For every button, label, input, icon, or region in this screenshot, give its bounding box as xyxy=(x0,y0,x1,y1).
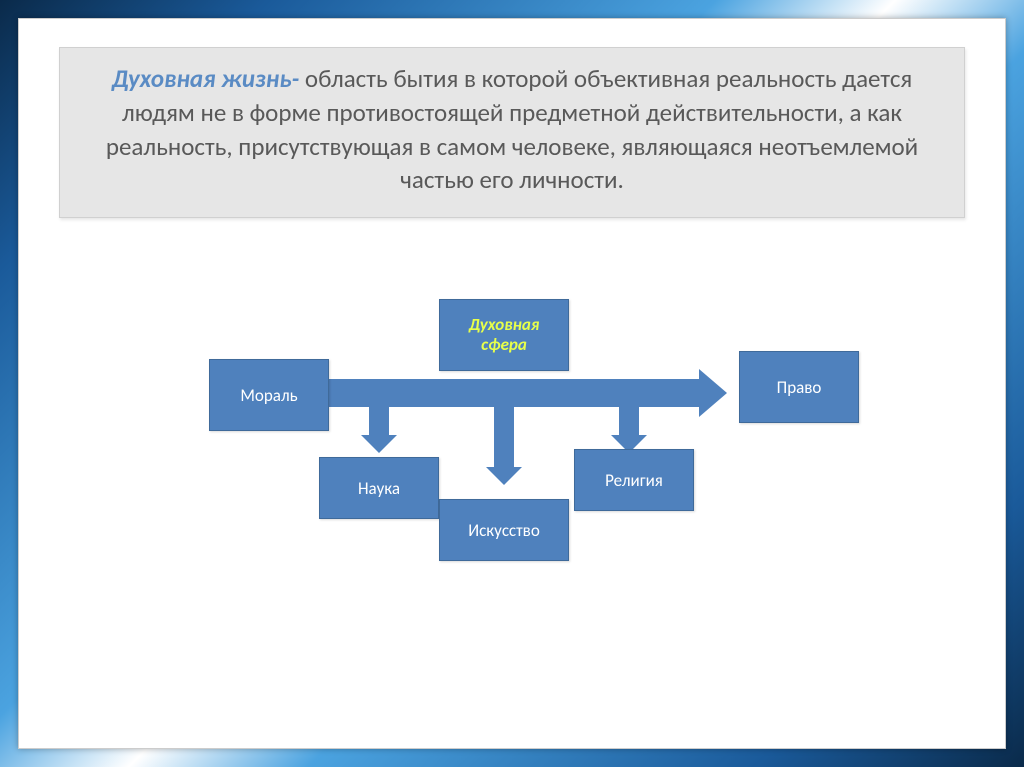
node-religion-label: Религия xyxy=(605,470,663,491)
node-art-label: Искусство xyxy=(468,520,540,541)
definition-header: Духовная жизнь- область бытия в которой … xyxy=(59,47,965,218)
down-arrow-1 xyxy=(494,407,514,467)
node-art: Искусство xyxy=(439,499,569,561)
node-moral-label: Мораль xyxy=(240,385,297,406)
slide-frame: Духовная жизнь- область бытия в которой … xyxy=(18,18,1006,749)
node-law: Право xyxy=(739,351,859,423)
node-religion: Религия xyxy=(574,449,694,511)
node-science: Наука xyxy=(319,457,439,519)
node-law-label: Право xyxy=(777,377,822,398)
down-arrow-0 xyxy=(369,407,389,435)
node-science-label: Наука xyxy=(358,478,400,499)
title-emphasis: Духовная жизнь- xyxy=(112,63,300,94)
node-center: Духовнаясфера xyxy=(439,299,569,371)
diagram-area: Духовнаясфера Мораль Право Наука Религия Иск… xyxy=(19,299,1005,748)
node-moral: Мораль xyxy=(209,359,329,431)
down-arrow-2 xyxy=(619,407,639,435)
horizontal-double-arrow xyxy=(299,379,699,407)
node-center-label: Духовнаясфера xyxy=(469,315,540,356)
